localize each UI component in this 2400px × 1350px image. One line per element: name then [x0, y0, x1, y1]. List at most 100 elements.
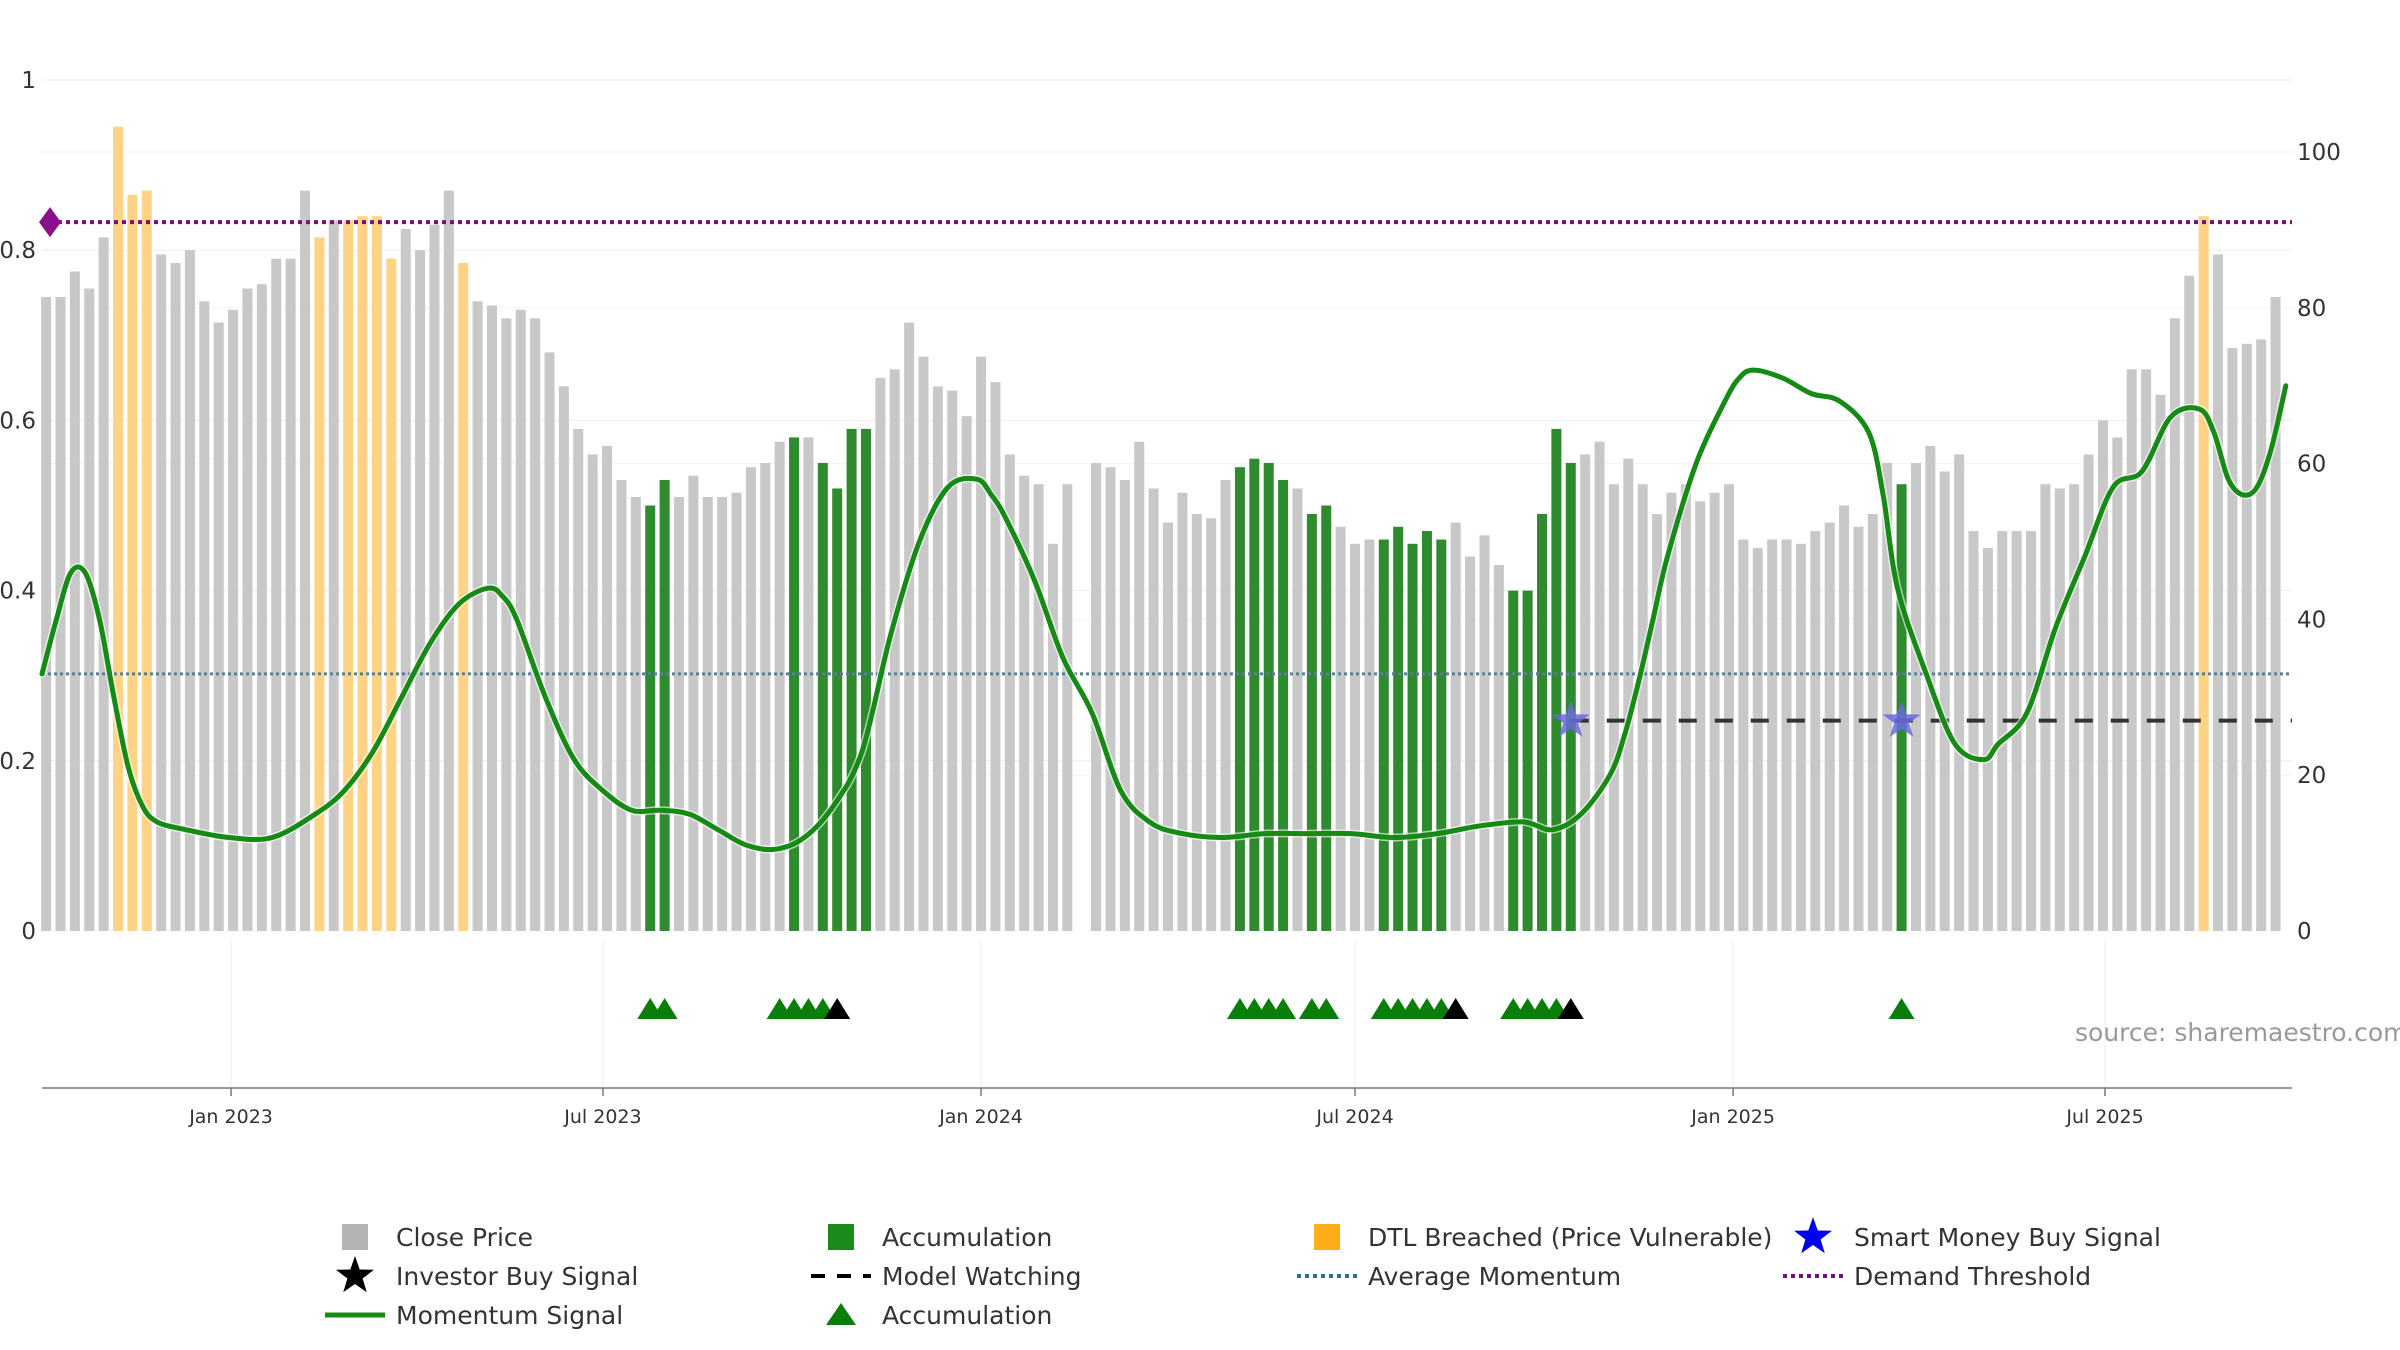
close-price-bar — [1695, 501, 1706, 931]
right-tick-label: 20 — [2297, 763, 2326, 789]
close-price-bar — [1465, 556, 1476, 931]
accumulation-bar — [1436, 539, 1447, 931]
close-price-bar — [1723, 484, 1734, 931]
dtl-breached-bar — [314, 237, 325, 931]
close-price-bar — [1493, 565, 1504, 931]
x-tick-label: Jan 2023 — [188, 1106, 273, 1128]
accumulation-bar — [1263, 462, 1274, 931]
legend-item: Accumulation — [828, 1223, 1052, 1252]
close-price-bar — [947, 390, 958, 931]
close-price-bar — [285, 258, 296, 932]
close-price-bar — [184, 250, 195, 931]
dtl-breached-bar — [113, 126, 124, 932]
signal-markers — [637, 700, 1921, 1019]
left-tick-label: 0.6 — [0, 408, 36, 434]
accumulation-bar — [1421, 531, 1432, 931]
close-price-bar — [415, 250, 426, 931]
accumulation-bar — [1407, 543, 1418, 931]
left-tick-label: 0.8 — [0, 238, 36, 264]
legend-star-icon — [336, 1256, 374, 1293]
legend-item: Momentum Signal — [325, 1301, 623, 1330]
legend-square-icon — [342, 1224, 368, 1250]
legend-label: Accumulation — [882, 1301, 1052, 1330]
close-price-bar — [1824, 522, 1835, 931]
close-price-bar — [530, 318, 541, 931]
accumulation-bar — [1565, 462, 1576, 931]
legend-label: Smart Money Buy Signal — [1854, 1223, 2161, 1252]
close-price-bar — [2213, 254, 2224, 931]
bar-series — [41, 126, 2281, 932]
legend-item: Accumulation — [826, 1301, 1052, 1330]
close-price-bar — [1033, 484, 1044, 931]
right-tick-label: 0 — [2297, 919, 2312, 945]
legend-label: Demand Threshold — [1854, 1262, 2091, 1291]
legend-triangle-icon — [826, 1303, 856, 1325]
legend-square-icon — [828, 1224, 854, 1250]
close-price-bar — [1148, 488, 1159, 931]
accumulation-bar — [846, 428, 857, 931]
close-price-bar — [2126, 369, 2137, 932]
dtl-breached-bar — [357, 216, 368, 931]
close-price-bar — [875, 377, 886, 932]
smart-money-star — [1551, 700, 1590, 737]
left-tick-label: 0 — [21, 919, 36, 945]
right-tick-label: 60 — [2297, 452, 2326, 478]
accumulation-bar — [1249, 458, 1260, 931]
close-price-bar — [98, 237, 109, 931]
close-price-bar — [501, 318, 512, 931]
close-price-bar — [688, 475, 699, 931]
close-price-bar — [1910, 462, 1921, 931]
close-price-bar — [587, 454, 598, 931]
close-price-bar — [558, 386, 569, 931]
close-price-bar — [774, 441, 785, 931]
investor-triangle — [824, 998, 851, 1019]
close-price-bar — [932, 386, 943, 931]
close-price-bar — [199, 301, 210, 931]
close-price-bar — [1968, 531, 1979, 931]
close-price-bar — [1047, 543, 1058, 931]
close-price-bar — [1680, 484, 1691, 931]
accumulation-bar — [659, 479, 670, 931]
close-price-bar — [544, 352, 555, 931]
close-price-bar — [2054, 488, 2065, 931]
close-price-bar — [1335, 526, 1346, 931]
legend-item: Smart Money Buy Signal — [1794, 1217, 2161, 1254]
x-tick-label: Jul 2023 — [563, 1106, 641, 1128]
close-price-bar — [400, 228, 411, 932]
close-price-bar — [1177, 492, 1188, 931]
close-price-bar — [1795, 543, 1806, 931]
accumulation-bar — [817, 462, 828, 931]
accumulation-bar — [1306, 514, 1317, 931]
x-tick-label: Jul 2025 — [2065, 1106, 2143, 1128]
close-price-bar — [487, 305, 497, 931]
close-price-bar — [1004, 454, 1015, 931]
dtl-breached-bar — [386, 258, 397, 932]
close-price-bar — [271, 258, 282, 932]
close-price-bar — [242, 288, 253, 931]
dtl-breached-bar — [141, 190, 152, 931]
close-price-bar — [2040, 484, 2051, 931]
close-price-bar — [918, 356, 929, 931]
close-price-bar — [1450, 522, 1461, 931]
close-price-bar — [69, 271, 80, 932]
accumulation-bar — [860, 428, 871, 931]
close-price-bar — [1982, 548, 1993, 931]
legend: Close Price Accumulation DTL Breached (Pri… — [325, 1217, 2161, 1330]
smart-money-star — [1882, 700, 1921, 737]
right-tick-label: 80 — [2297, 296, 2326, 322]
close-price-bar — [1062, 484, 1073, 931]
close-price-bar — [1479, 535, 1490, 931]
legend-label: DTL Breached (Price Vulnerable) — [1368, 1223, 1772, 1252]
legend-star-icon — [1794, 1217, 1832, 1254]
dtl-breached-bar — [2198, 216, 2209, 931]
close-price-bar — [1853, 526, 1864, 931]
close-price-bar — [2083, 454, 2094, 931]
close-price-bar — [256, 284, 267, 931]
dtl-breached-bar — [343, 220, 354, 932]
close-price-bar — [170, 262, 181, 932]
close-price-bar — [990, 382, 1001, 932]
close-price-bar — [429, 224, 440, 932]
close-price-bar — [1019, 475, 1030, 931]
accumulation-bar — [1508, 590, 1519, 931]
close-price-bar — [2270, 297, 2281, 931]
